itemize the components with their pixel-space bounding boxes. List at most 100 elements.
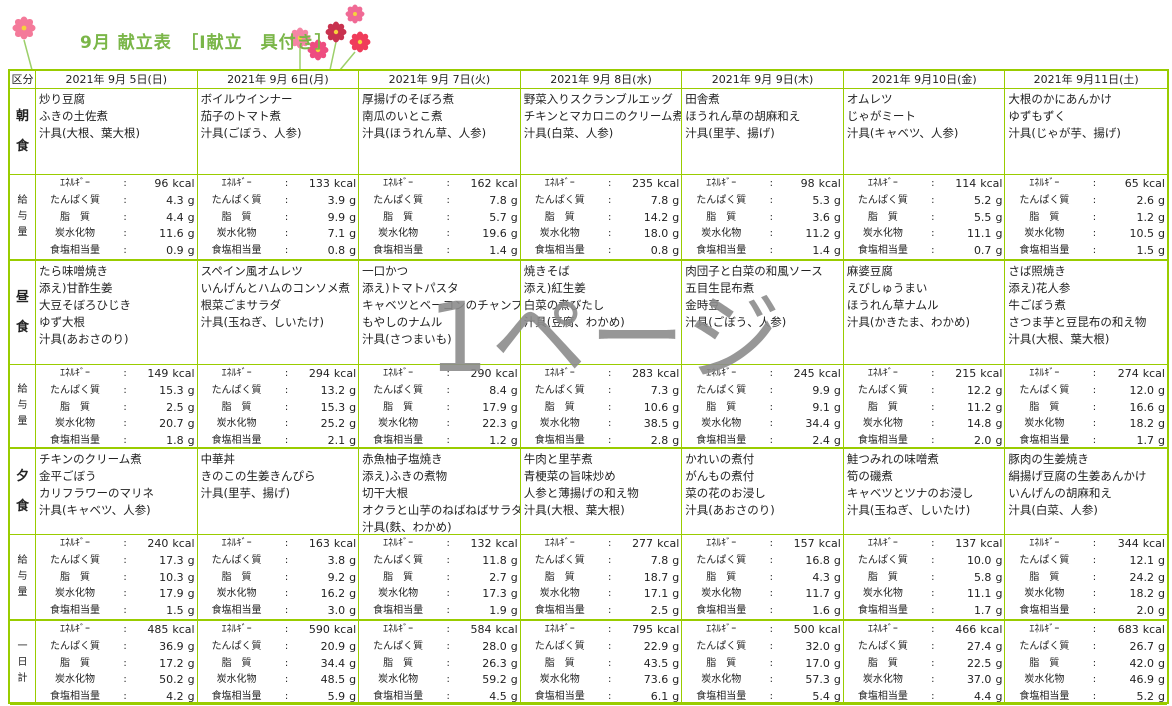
unit: g xyxy=(833,383,841,397)
colon: : xyxy=(123,624,127,635)
value: 14.8 xyxy=(966,417,992,431)
nutrient-label: 炭水化物 xyxy=(55,228,95,240)
nutrient-label: 食塩相当量 xyxy=(373,245,424,257)
nutrient-value: 2.6 g xyxy=(1105,193,1167,210)
nutrient-value: 27.4 g xyxy=(944,639,1005,656)
nutrient-row: 食塩相当量:5.2 g xyxy=(1005,689,1167,704)
nutrient-row: ｴﾈﾙｷﾞｰ:235 kcal xyxy=(521,176,682,193)
colon: : xyxy=(608,674,612,686)
value: 4.5 xyxy=(489,690,507,704)
nutrient-row: 脂 質:5.7 g xyxy=(359,210,520,227)
value: 25.2 xyxy=(320,417,346,431)
breakfast-menu-cell: 厚揚げのそぼろ煮 南瓜のいとこ煮 汁具(ほうれん草、人参) xyxy=(359,89,521,175)
menu-item: 汁具(キャベツ、人参) xyxy=(846,126,959,140)
value: 1.4 xyxy=(812,244,830,258)
nutrient-label: 炭水化物 xyxy=(216,588,257,600)
nutrition-cell: ｴﾈﾙｷﾞｰ:274 kcal たんぱく質:12.0 g 脂 質:16.6 g 炭水化物:1… xyxy=(1005,365,1167,449)
nutrient-label: 食塩相当量 xyxy=(534,435,585,447)
nutrient-label: たんぱく質 xyxy=(211,640,262,652)
value: 11.2 xyxy=(966,400,992,414)
unit: g xyxy=(187,604,195,618)
unit: kcal xyxy=(1142,537,1165,550)
nutrient-value: 32.0 g xyxy=(782,639,843,656)
value: 12.2 xyxy=(966,383,992,397)
colon: : xyxy=(608,691,612,703)
nutrient-value: 5.8 g xyxy=(944,570,1005,587)
colon: : xyxy=(123,228,127,240)
value: 1.9 xyxy=(489,604,507,618)
menu-item: さば照焼き xyxy=(1008,264,1066,278)
value: 22.3 xyxy=(482,417,507,431)
nutrition-cell: ｴﾈﾙｷﾞｰ:344 kcal たんぱく質:12.1 g 脂 質:24.2 g 炭水化物:1… xyxy=(1005,535,1167,621)
menu-item: さつま芋と豆昆布の和え物 xyxy=(1008,315,1147,329)
menu-item: 添え)ふきの煮物 xyxy=(362,469,448,483)
unit: g xyxy=(187,383,195,397)
value: 28.0 xyxy=(482,639,507,653)
unit: g xyxy=(833,227,841,241)
row-label-char: 食 xyxy=(15,138,29,154)
nutrient-row: 食塩相当量:4.5 g xyxy=(359,689,520,704)
colon: : xyxy=(446,674,450,686)
nutrient-value: 42.0 g xyxy=(1105,656,1167,673)
unit: kcal xyxy=(333,367,357,380)
value: 132 xyxy=(470,537,492,550)
nutrient-row: 脂 質:9.2 g xyxy=(198,570,359,587)
menu-item: チキンのクリーム煮 xyxy=(39,452,142,466)
value: 4.3 xyxy=(812,570,830,584)
nutrient-label: 食塩相当量 xyxy=(857,691,908,703)
colon: : xyxy=(446,228,450,240)
unit: g xyxy=(510,656,518,670)
dinner-menu-cell: 豚肉の生姜焼き 絹揚げ豆腐の生姜あんかけ いんげんの胡麻和え 汁具(白菜、人参) xyxy=(1005,449,1167,535)
nutrient-row: 炭水化物:59.2 g xyxy=(359,672,520,689)
nutrient-value: 584 kcal xyxy=(459,622,520,639)
row-label-char: 与 xyxy=(17,211,28,222)
colon: : xyxy=(769,538,773,549)
nutrient-value: 24.2 g xyxy=(1105,570,1167,587)
menu-item: 茄子のトマト煮 xyxy=(200,109,282,123)
nutrient-row: 炭水化物:18.2 g xyxy=(1005,416,1167,433)
nutrition-cell: ｴﾈﾙｷﾞｰ:157 kcal たんぱく質:16.8 g 脂 質:4.3 g 炭水化物:11… xyxy=(682,535,844,621)
menu-item: 南瓜のいとこ煮 xyxy=(362,109,443,123)
date-header: 2021年 9月11日(土) xyxy=(1005,71,1167,89)
nutrient-row: ｴﾈﾙｷﾞｰ:149 kcal xyxy=(36,366,197,383)
value: 4.4 xyxy=(973,690,992,704)
value: 584 xyxy=(470,623,492,636)
nutrient-row: たんぱく質:26.7 g xyxy=(1005,639,1167,656)
colon: : xyxy=(446,640,450,652)
nutrient-label: 食塩相当量 xyxy=(696,435,747,447)
value: 2.5 xyxy=(650,604,669,618)
nutrient-value: 2.4 g xyxy=(782,433,843,447)
nutrient-value: 1.7 g xyxy=(1105,433,1167,447)
nutrient-value: 1.8 g xyxy=(136,433,197,447)
value: 32.0 xyxy=(805,639,830,653)
value: 1.7 xyxy=(973,604,992,618)
menu-item: スペイン風オムレツ xyxy=(200,264,303,278)
unit: kcal xyxy=(657,623,680,636)
unit: kcal xyxy=(818,623,841,636)
nutrient-value: 795 kcal xyxy=(621,622,682,639)
value: 0.8 xyxy=(650,244,669,258)
colon: : xyxy=(123,538,127,549)
menu-item: チキンとマカロニのクリーム煮 xyxy=(523,109,683,123)
unit: kcal xyxy=(172,537,195,550)
nutrient-value: 149 kcal xyxy=(136,366,197,383)
colon: : xyxy=(769,228,773,240)
nutrient-row: 食塩相当量:1.8 g xyxy=(36,433,197,447)
nutrient-label: たんぱく質 xyxy=(1019,554,1070,566)
unit: g xyxy=(1158,417,1165,431)
nutrient-value: 4.2 g xyxy=(136,689,197,704)
nutrient-row: 食塩相当量:2.8 g xyxy=(521,433,682,447)
nutrient-value: 11.2 g xyxy=(944,400,1005,417)
colon: : xyxy=(769,384,773,396)
colon: : xyxy=(769,368,773,379)
nutrient-row: 脂 質:24.2 g xyxy=(1005,570,1167,587)
nutrient-label: たんぱく質 xyxy=(534,384,585,396)
nutrient-value: 7.8 g xyxy=(621,553,682,570)
nutrient-label: 炭水化物 xyxy=(378,588,419,600)
value: 27.4 xyxy=(966,639,992,653)
nutrient-label: ｴﾈﾙｷﾞｰ xyxy=(544,368,575,379)
menu-item: 汁具(ごぼう、人参) xyxy=(685,315,787,329)
colon: : xyxy=(123,435,127,447)
menu-item: きのこの生姜きんぴら xyxy=(200,469,316,483)
colon: : xyxy=(123,245,127,257)
